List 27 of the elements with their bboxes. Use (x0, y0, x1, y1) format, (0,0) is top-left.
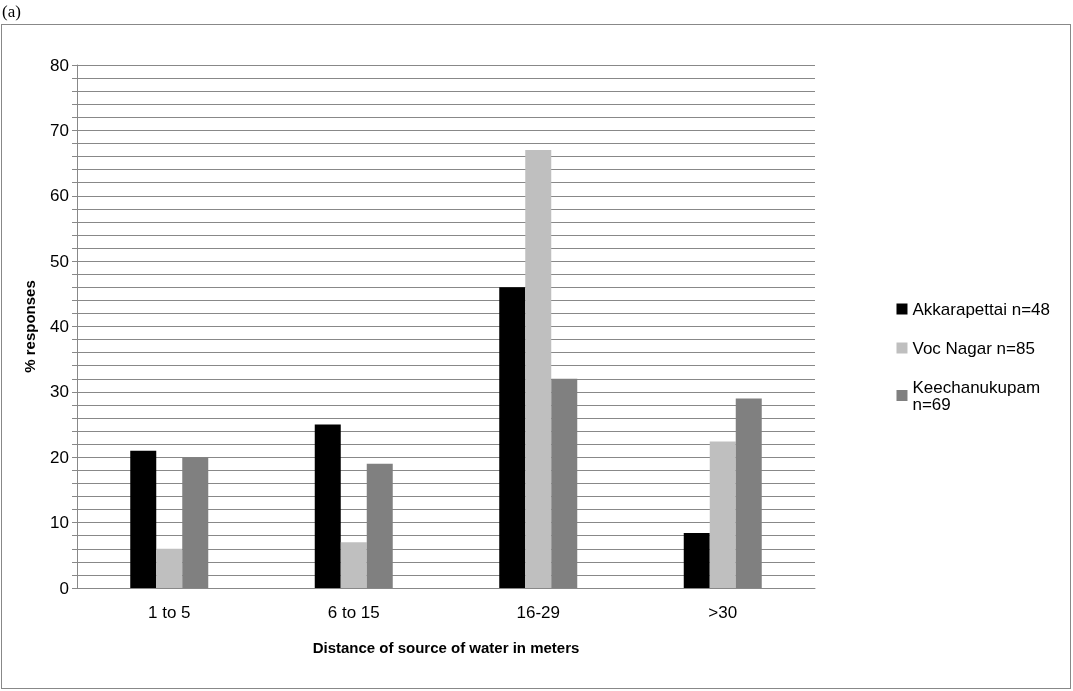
legend-label: Keechanukupam n=69 (912, 377, 1045, 414)
bar (683, 533, 710, 588)
y-tick-label: 20 (50, 447, 69, 467)
legend-label: Voc Nagar n=85 (912, 338, 1035, 358)
x-axis-title: Distance of source of water in meters (312, 639, 580, 656)
bar (709, 441, 736, 588)
x-tick-label: 6 to 15 (327, 603, 380, 622)
bar (499, 287, 526, 588)
bar (156, 548, 183, 588)
y-tick-label: 60 (50, 186, 69, 206)
y-tick-label: 40 (50, 317, 69, 336)
chart-title: (a) (2, 2, 21, 22)
y-tick-label: 70 (50, 120, 69, 140)
y-axis-title: % responses (21, 280, 38, 373)
x-tick-label: 1 to 5 (147, 603, 191, 622)
bar (525, 149, 552, 588)
legend-label: Akkarapettai n=48 (912, 299, 1050, 319)
y-tick-label: 30 (50, 382, 69, 402)
bar (130, 450, 157, 588)
x-tick-label: 16-29 (516, 603, 560, 622)
x-tick-label: >30 (708, 603, 738, 622)
bar (314, 424, 341, 588)
bar (340, 542, 367, 588)
y-tick-label: 80 (50, 55, 69, 75)
y-tick-label: 50 (50, 251, 69, 271)
y-tick-label: 0 (59, 578, 69, 598)
y-tick-label: 10 (50, 513, 69, 533)
